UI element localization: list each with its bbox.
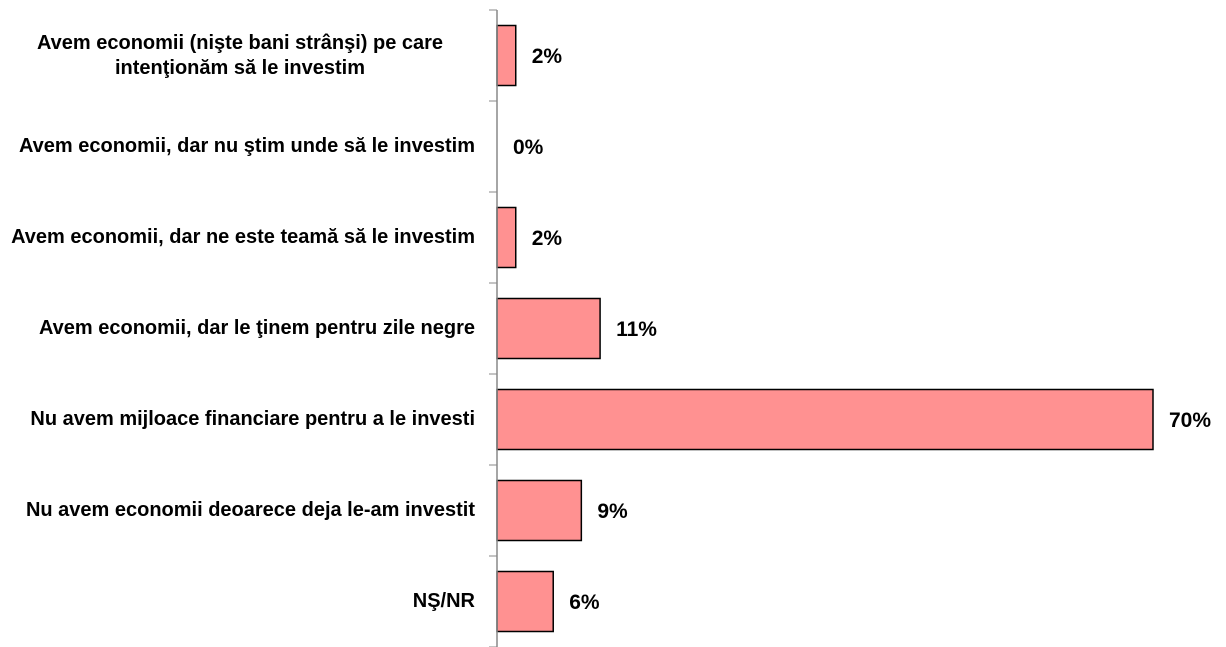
category-text: Avem economii, dar nu ştim unde să le in… <box>18 135 475 157</box>
category-text: Avem economii (nişte bani strânşi) pe ca… <box>36 31 444 79</box>
bar <box>496 388 1154 451</box>
bar <box>496 297 601 360</box>
category-label: Nu avem economii deoarece deja le-am inv… <box>5 465 475 556</box>
category-label: Avem economii, dar ne este teamă să le i… <box>5 192 475 283</box>
value-label: 6% <box>569 591 600 614</box>
category-text: Nu avem mijloace financiare pentru a le … <box>30 408 475 430</box>
bar <box>496 479 583 542</box>
bar <box>496 206 517 269</box>
category-text: NŞ/NR <box>412 590 475 612</box>
category-label: NŞ/NR <box>5 556 475 647</box>
category-label: Nu avem mijloace financiare pentru a le … <box>5 374 475 465</box>
category-text: Avem economii, dar le ţinem pentru zile … <box>38 317 475 339</box>
category-label: Avem economii, dar nu ştim unde să le in… <box>5 101 475 192</box>
category-text: Avem economii, dar ne este teamă să le i… <box>11 226 475 248</box>
value-label: 2% <box>532 45 563 68</box>
value-label: 9% <box>597 500 628 523</box>
bar <box>496 570 554 633</box>
category-label: Avem economii, dar le ţinem pentru zile … <box>5 283 475 374</box>
value-label: 0% <box>513 136 544 159</box>
bar <box>496 24 517 87</box>
value-label: 2% <box>532 227 563 250</box>
value-label: 11% <box>616 318 657 341</box>
category-label: Avem economii (nişte bani strânşi) pe ca… <box>5 10 475 101</box>
category-text: Nu avem economii deoarece deja le-am inv… <box>25 499 475 521</box>
value-label: 70% <box>1169 409 1211 432</box>
